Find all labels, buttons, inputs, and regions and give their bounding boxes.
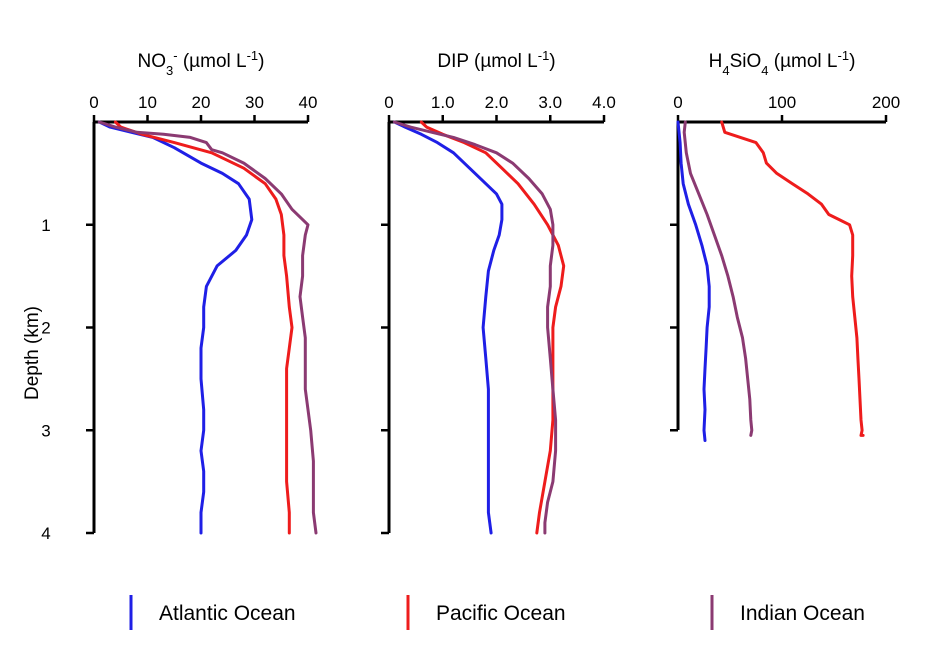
x-tick-label: 30: [245, 93, 264, 112]
x-tick-label: 200: [872, 93, 900, 112]
series-line-pacific-ocean: [419, 120, 566, 535]
legend-label: Atlantic Ocean: [159, 602, 296, 625]
legend-label: Indian Ocean: [740, 602, 865, 625]
panel-1: 0 10 20 30 40 1 2 3 4 NO3- (µmol L-1): [41, 48, 318, 543]
x-tick-label: 40: [299, 93, 318, 112]
y-tick-label: 4: [41, 524, 50, 543]
y-tick-label: 1: [41, 216, 50, 235]
x-tick-label: 4.0: [592, 93, 616, 112]
x-tick-label: 0: [673, 93, 682, 112]
x-tick-label: 3.0: [538, 93, 562, 112]
x-axis-title: NO3- (µmol L-1): [138, 48, 265, 78]
x-tick-label: 2.0: [485, 93, 509, 112]
series-line-atlantic-ocean: [392, 120, 504, 535]
x-tick-label: 10: [138, 93, 157, 112]
series-line-indian-ocean: [97, 120, 318, 535]
x-axis-title: H4SiO4 (µmol L-1): [709, 48, 856, 78]
panel-2: 0 1.0 2.0 3.0 4.0 DIP (µmol L-1): [381, 48, 616, 535]
x-tick-label: 100: [768, 93, 796, 112]
y-axis-label: Depth (km): [22, 306, 43, 400]
legend-label: Pacific Ocean: [436, 602, 566, 625]
series-line-indian-ocean: [682, 120, 754, 437]
series-line-indian-ocean: [392, 120, 558, 535]
legend: Atlantic Ocean Pacific Ocean Indian Ocean: [129, 595, 865, 630]
x-axis-title: DIP (µmol L-1): [437, 48, 555, 73]
x-tick-label: 20: [192, 93, 211, 112]
series-line-atlantic-ocean: [97, 120, 254, 535]
series-line-pacific-ocean: [113, 120, 294, 535]
panel-3: 0 100 200 H4SiO4 (µmol L-1): [670, 48, 900, 442]
y-tick-label: 2: [41, 319, 50, 338]
x-tick-label: 1.0: [431, 93, 455, 112]
series-line-pacific-ocean: [720, 120, 865, 437]
x-tick-label: 0: [384, 93, 393, 112]
y-tick-label: 3: [41, 421, 50, 440]
x-tick-label: 0: [89, 93, 98, 112]
series-line-atlantic-ocean: [676, 120, 711, 442]
